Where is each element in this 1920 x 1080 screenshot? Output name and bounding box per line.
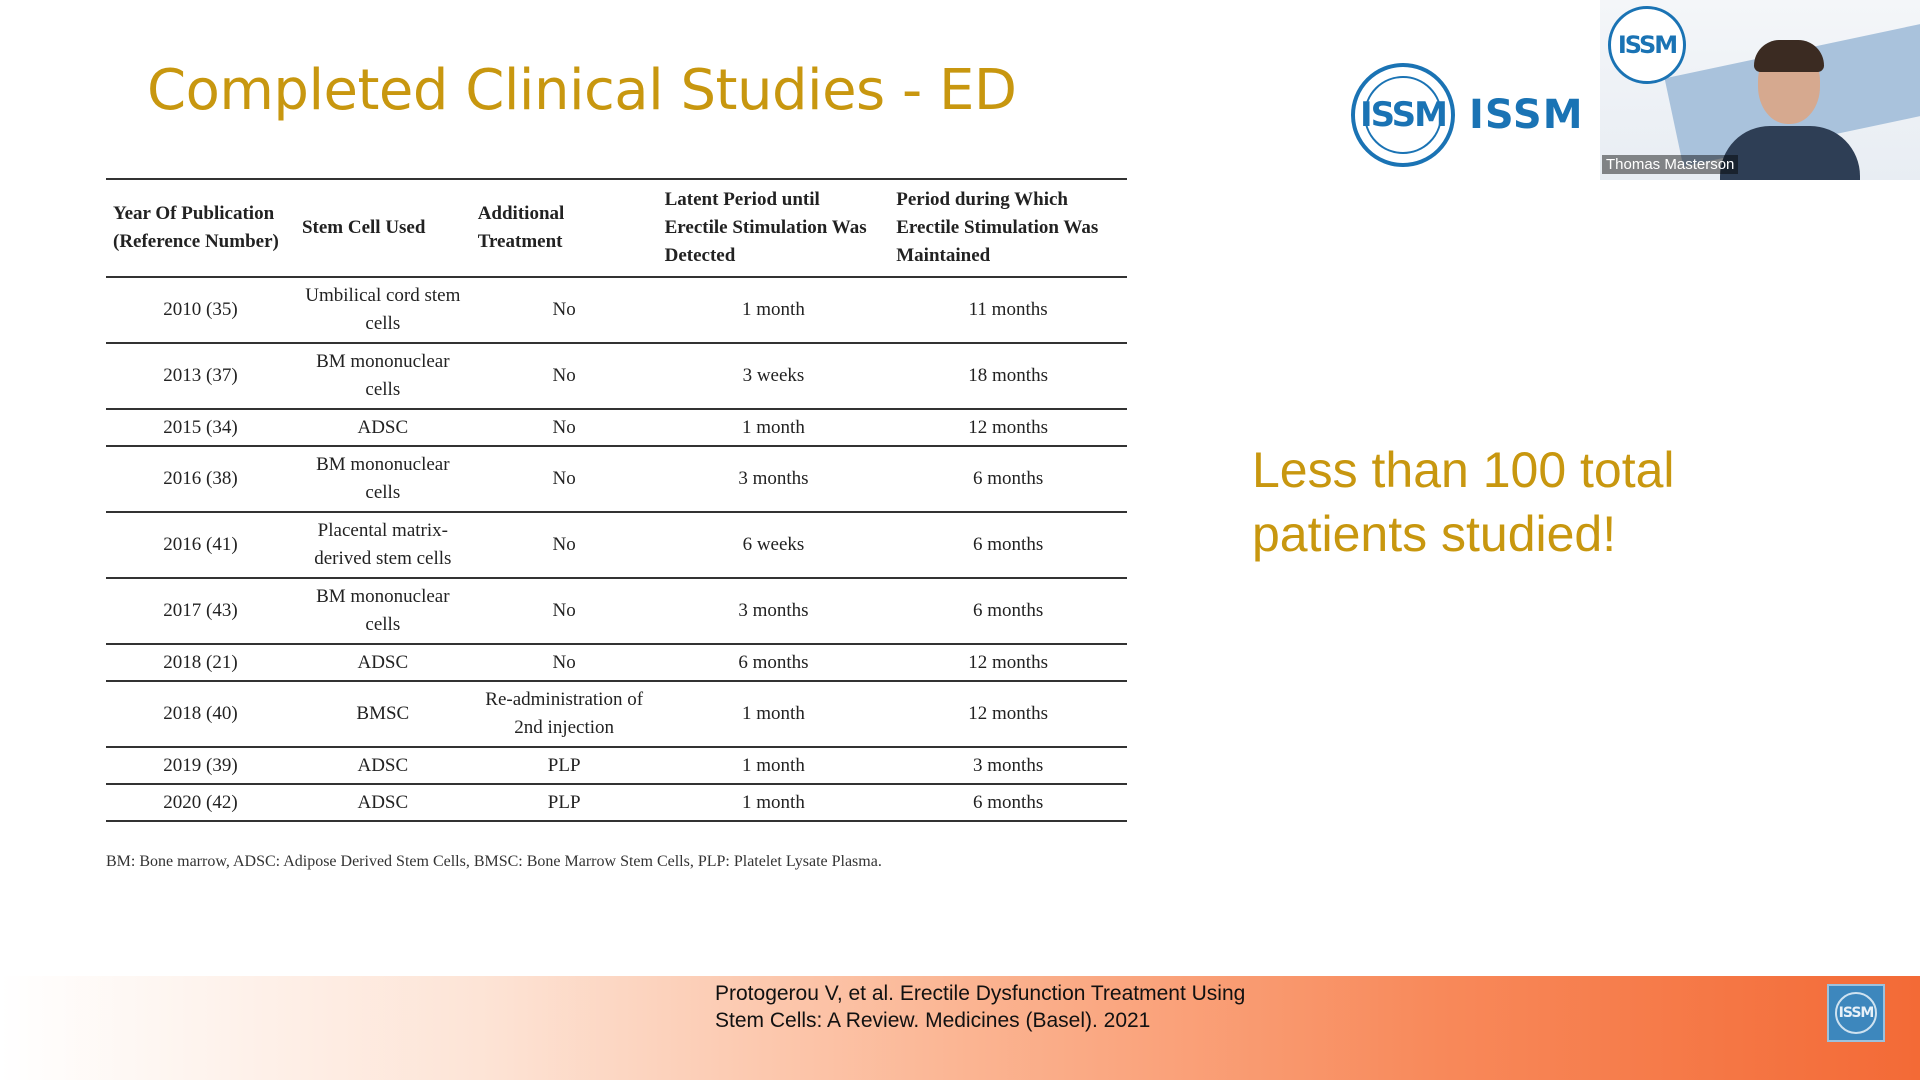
table-row: 2018 (40) BMSC Re-administration of 2nd …: [106, 681, 1127, 748]
cell-stem-cell: ADSC: [294, 644, 471, 682]
participant-name-label: Thomas Masterson: [1602, 155, 1739, 174]
cell-latent-period: 1 month: [657, 681, 890, 748]
cell-maintained-period: 12 months: [889, 644, 1127, 682]
table-row: 2016 (41) Placental matrix-derived stem …: [106, 512, 1127, 579]
issm-logo: ISSM ISSM W: [1351, 63, 1591, 167]
cell-latent-period: 1 month: [657, 409, 890, 447]
cell-latent-period: 3 months: [657, 578, 890, 645]
cell-year: 2018 (40): [106, 681, 295, 748]
cell-stem-cell: ADSC: [294, 747, 471, 785]
cell-additional-treatment: No: [470, 343, 658, 410]
cell-latent-period: 1 month: [657, 784, 890, 822]
webcam-issm-seal-icon: ISSM: [1608, 6, 1686, 84]
footer-issm-logo-icon: ISSM: [1827, 984, 1885, 1042]
cell-year: 2016 (38): [106, 446, 295, 513]
table-row: 2016 (38) BM mononuclear cells No 3 mont…: [106, 446, 1127, 513]
callout-text: Less than 100 total patients studied!: [1252, 442, 1675, 562]
table-row: 2017 (43) BM mononuclear cells No 3 mont…: [106, 578, 1127, 645]
cell-year: 2017 (43): [106, 578, 295, 645]
cell-maintained-period: 3 months: [889, 747, 1127, 785]
cell-additional-treatment: No: [470, 409, 658, 447]
cell-stem-cell: Placental matrix-derived stem cells: [294, 512, 471, 579]
cell-latent-period: 3 weeks: [657, 343, 890, 410]
cell-stem-cell: Umbilical cord stem cells: [294, 277, 471, 344]
cell-additional-treatment: No: [470, 446, 658, 513]
table-row: 2018 (21) ADSC No 6 months 12 months: [106, 644, 1127, 682]
cell-stem-cell: BMSC: [294, 681, 471, 748]
header-stem-cell: Stem Cell Used: [294, 178, 471, 278]
cell-latent-period: 1 month: [657, 747, 890, 785]
citation: Protogerou V, et al. Erectile Dysfunctio…: [715, 982, 1246, 1032]
cell-year: 2010 (35): [106, 277, 295, 344]
table-row: 2013 (37) BM mononuclear cells No 3 week…: [106, 343, 1127, 410]
cell-maintained-period: 6 months: [889, 578, 1127, 645]
table-row: 2019 (39) ADSC PLP 1 month 3 months: [106, 747, 1127, 785]
header-maintained-period: Period during Which Erectile Stimulation…: [889, 178, 1127, 278]
cell-stem-cell: ADSC: [294, 409, 471, 447]
cell-maintained-period: 6 months: [889, 446, 1127, 513]
cell-additional-treatment: PLP: [470, 784, 658, 822]
header-year: Year Of Publication (Reference Number): [106, 178, 295, 278]
cell-year: 2016 (41): [106, 512, 295, 579]
table-footnote: BM: Bone marrow, ADSC: Adipose Derived S…: [106, 853, 882, 870]
presenter-video: [1720, 40, 1860, 180]
table-row: 2010 (35) Umbilical cord stem cells No 1…: [106, 277, 1127, 344]
issm-wordmark: ISSM W: [1469, 92, 1591, 138]
cell-latent-period: 3 months: [657, 446, 890, 513]
cell-year: 2013 (37): [106, 343, 295, 410]
studies-table: Year Of Publication (Reference Number) S…: [106, 178, 1127, 822]
cell-latent-period: 6 weeks: [657, 512, 890, 579]
cell-stem-cell: BM mononuclear cells: [294, 343, 471, 410]
cell-stem-cell: ADSC: [294, 784, 471, 822]
cell-year: 2015 (34): [106, 409, 295, 447]
table-row: 2020 (42) ADSC PLP 1 month 6 months: [106, 784, 1127, 822]
table-header-row: Year Of Publication (Reference Number) S…: [106, 178, 1127, 278]
cell-additional-treatment: Re-administration of 2nd injection: [470, 681, 658, 748]
cell-stem-cell: BM mononuclear cells: [294, 578, 471, 645]
cell-year: 2018 (21): [106, 644, 295, 682]
cell-maintained-period: 6 months: [889, 784, 1127, 822]
cell-additional-treatment: No: [470, 512, 658, 579]
cell-year: 2019 (39): [106, 747, 295, 785]
cell-additional-treatment: No: [470, 277, 658, 344]
header-latent-period: Latent Period until Erectile Stimulation…: [657, 178, 890, 278]
header-additional-treatment: Additional Treatment: [470, 178, 658, 278]
cell-latent-period: 6 months: [657, 644, 890, 682]
issm-seal-icon: ISSM: [1351, 63, 1455, 167]
cell-latent-period: 1 month: [657, 277, 890, 344]
cell-maintained-period: 6 months: [889, 512, 1127, 579]
slide-title: Completed Clinical Studies - ED: [147, 58, 1017, 123]
cell-maintained-period: 11 months: [889, 277, 1127, 344]
cell-year: 2020 (42): [106, 784, 295, 822]
cell-additional-treatment: No: [470, 644, 658, 682]
webcam-video-tile[interactable]: ISSM Thomas Masterson: [1600, 0, 1920, 180]
footer-band: [0, 976, 1920, 1080]
cell-maintained-period: 18 months: [889, 343, 1127, 410]
table-row: 2015 (34) ADSC No 1 month 12 months: [106, 409, 1127, 447]
cell-maintained-period: 12 months: [889, 409, 1127, 447]
cell-stem-cell: BM mononuclear cells: [294, 446, 471, 513]
cell-additional-treatment: No: [470, 578, 658, 645]
cell-additional-treatment: PLP: [470, 747, 658, 785]
cell-maintained-period: 12 months: [889, 681, 1127, 748]
